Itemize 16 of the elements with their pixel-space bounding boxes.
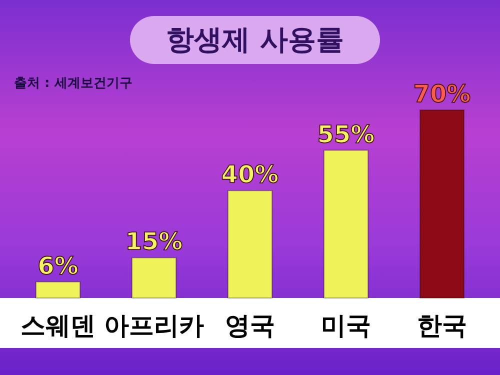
bar <box>420 110 464 298</box>
x-tick-label: 영국 <box>225 310 275 340</box>
bar <box>324 150 368 298</box>
x-tick-label: 스웨덴 <box>20 310 96 340</box>
bar <box>132 257 176 298</box>
data-label: 70% <box>413 80 471 108</box>
data-label: 55% <box>317 120 375 148</box>
x-tick-label: 미국 <box>321 310 371 340</box>
bar <box>228 190 272 298</box>
bar <box>36 281 80 298</box>
x-tick-label: 아프리카 <box>104 310 204 340</box>
data-label: 6% <box>38 252 78 280</box>
source-note: 출처 : 세계보건기구 <box>14 75 132 92</box>
x-tick-label: 한국 <box>417 310 467 340</box>
data-label: 15% <box>125 228 183 256</box>
data-label: 40% <box>221 160 279 189</box>
